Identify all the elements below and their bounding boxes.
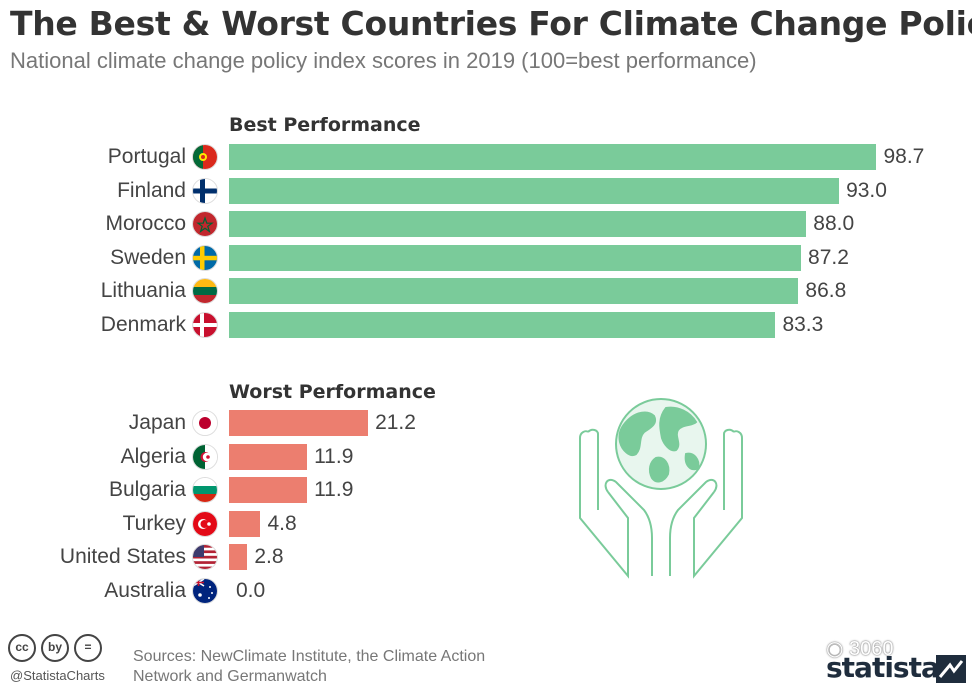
- bar-row: United States 2.8: [0, 544, 972, 570]
- data-label: 86.8: [805, 279, 847, 302]
- lithuania-flag-icon: [192, 278, 218, 304]
- bar: [229, 178, 840, 204]
- bar-row: Denmark 83.3: [0, 312, 972, 338]
- wechat-icon: ◉: [826, 638, 844, 660]
- bar: [229, 144, 877, 170]
- watermark: ◉ 3060: [826, 638, 894, 660]
- statista-mark-icon: [936, 655, 966, 683]
- finland-flag-icon: [192, 178, 218, 204]
- country-label: United States: [59, 545, 186, 568]
- denmark-flag-icon: [192, 312, 218, 338]
- by-icon: by: [41, 634, 69, 662]
- country-label: Denmark: [100, 313, 186, 336]
- statista-handle: @StatistaCharts: [10, 668, 105, 683]
- bar-row: Morocco 88.0: [0, 211, 972, 237]
- bar: [229, 444, 308, 470]
- chart-subtitle: National climate change policy index sco…: [10, 48, 757, 73]
- portugal-flag-icon: [192, 144, 218, 170]
- bar-row: Lithuania 86.8: [0, 278, 972, 304]
- country-label: Finland: [117, 179, 186, 202]
- globe-in-hands-icon: [579, 398, 743, 579]
- source-text: Sources: NewClimate Institute, the Clima…: [133, 647, 553, 687]
- country-label: Algeria: [120, 445, 186, 468]
- data-label: 4.8: [267, 512, 297, 535]
- country-label: Japan: [128, 411, 186, 434]
- country-label: Morocco: [105, 212, 186, 235]
- data-label: 93.0: [846, 179, 887, 202]
- source-line-1: Sources: NewClimate Institute, the Clima…: [133, 648, 486, 665]
- bar: [229, 312, 776, 338]
- equals-icon: =: [74, 634, 102, 662]
- country-label: Lithuania: [100, 279, 186, 302]
- data-label: 98.7: [883, 145, 925, 168]
- australia-flag-icon: [192, 578, 218, 604]
- bar: [229, 477, 308, 503]
- data-label: 83.3: [782, 313, 824, 336]
- japan-flag-icon: [192, 410, 218, 436]
- bar-row: Finland 93.0: [0, 178, 972, 204]
- bulgaria-flag-icon: [192, 477, 218, 503]
- bar: [229, 245, 802, 271]
- bar-row: Japan 21.2: [0, 410, 972, 436]
- bar-row: Sweden 87.2: [0, 245, 972, 271]
- bar: [229, 410, 369, 436]
- source-line-2: Network and Germanwatch: [133, 668, 327, 685]
- country-label: Sweden: [110, 246, 186, 269]
- data-label: 88.0: [813, 212, 855, 235]
- bar: [229, 211, 807, 237]
- bar-row: Portugal 98.7: [0, 144, 972, 170]
- bar: [229, 511, 261, 537]
- data-label: 2.8: [254, 545, 284, 568]
- bar: [229, 278, 799, 304]
- data-label: 87.2: [808, 246, 849, 269]
- data-label: 0.0: [236, 579, 266, 602]
- morocco-flag-icon: [192, 211, 218, 237]
- bar-row: Turkey 4.8: [0, 511, 972, 537]
- country-label: Australia: [104, 579, 186, 602]
- united-states-flag-icon: [192, 544, 218, 570]
- cc-icon: cc: [8, 634, 36, 662]
- best-performance-label: Best Performance: [229, 114, 421, 136]
- country-label: Bulgaria: [108, 478, 186, 501]
- data-label: 21.2: [375, 411, 416, 434]
- bar: [229, 544, 248, 570]
- chart-title: The Best & Worst Countries For Climate C…: [10, 4, 972, 43]
- turkey-flag-icon: [192, 511, 218, 537]
- bar-row: Bulgaria 11.9: [0, 477, 972, 503]
- country-label: Portugal: [107, 145, 186, 168]
- algeria-flag-icon: [192, 444, 218, 470]
- worst-performance-label: Worst Performance: [229, 381, 436, 403]
- data-label: 11.9: [314, 478, 354, 501]
- bar-row: Algeria 11.9: [0, 444, 972, 470]
- bar-row: Australia 0.0: [0, 578, 972, 604]
- data-label: 11.9: [314, 445, 354, 468]
- statista-logo: statista: [826, 651, 940, 684]
- country-label: Turkey: [122, 512, 186, 535]
- sweden-flag-icon: [192, 245, 218, 271]
